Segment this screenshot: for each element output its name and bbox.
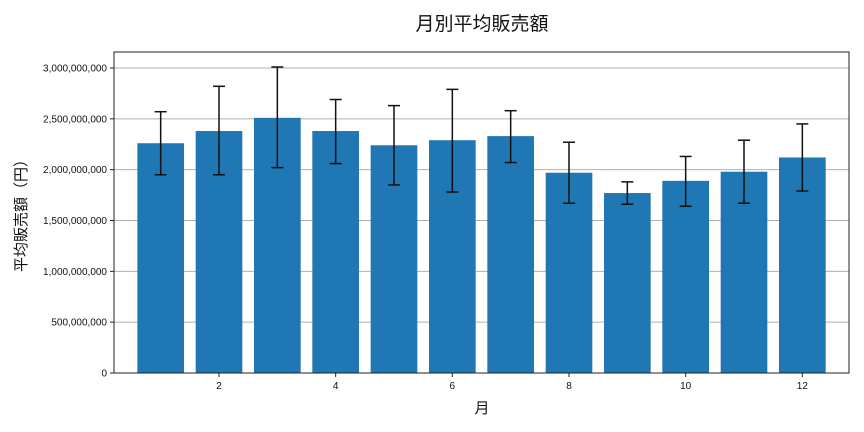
- y-axis-ticks: 0 500,000,000 1,000,000,000 1,500,000,000 2,…: [43, 64, 114, 380]
- x-tick-label: 12: [797, 381, 809, 392]
- y-tick-label: 1,000,000,000: [43, 267, 107, 278]
- y-tick-label: 3,000,000,000: [43, 64, 107, 75]
- y-tick-label: 500,000,000: [51, 318, 107, 329]
- error-bars: [154, 66, 809, 208]
- x-tick-label: 10: [680, 381, 692, 392]
- x-tick-label: 6: [450, 381, 456, 392]
- bar: [604, 193, 651, 373]
- bar: [662, 180, 709, 373]
- bar: [779, 157, 826, 373]
- y-axis-label: 平均販売額（円）: [12, 152, 30, 272]
- bar: [545, 172, 593, 373]
- bar: [137, 143, 184, 373]
- bar: [312, 131, 359, 373]
- x-axis-ticks: 2 4 6 8 10 12: [216, 373, 808, 392]
- x-tick-label: 8: [566, 381, 572, 392]
- plot-frame: [113, 51, 850, 374]
- x-tick-label: 4: [333, 381, 339, 392]
- y-tick-label: 2,000,000,000: [43, 165, 107, 176]
- y-tick-label: 1,500,000,000: [43, 216, 107, 227]
- bar: [720, 171, 768, 373]
- y-tick-label: 0: [101, 369, 107, 380]
- x-axis-label: 月: [474, 399, 489, 417]
- chart-title: 月別平均販売額: [415, 13, 548, 35]
- bar: [487, 136, 534, 373]
- x-tick-label: 2: [216, 381, 222, 392]
- bars: [137, 117, 826, 373]
- y-tick-label: 2,500,000,000: [43, 114, 107, 125]
